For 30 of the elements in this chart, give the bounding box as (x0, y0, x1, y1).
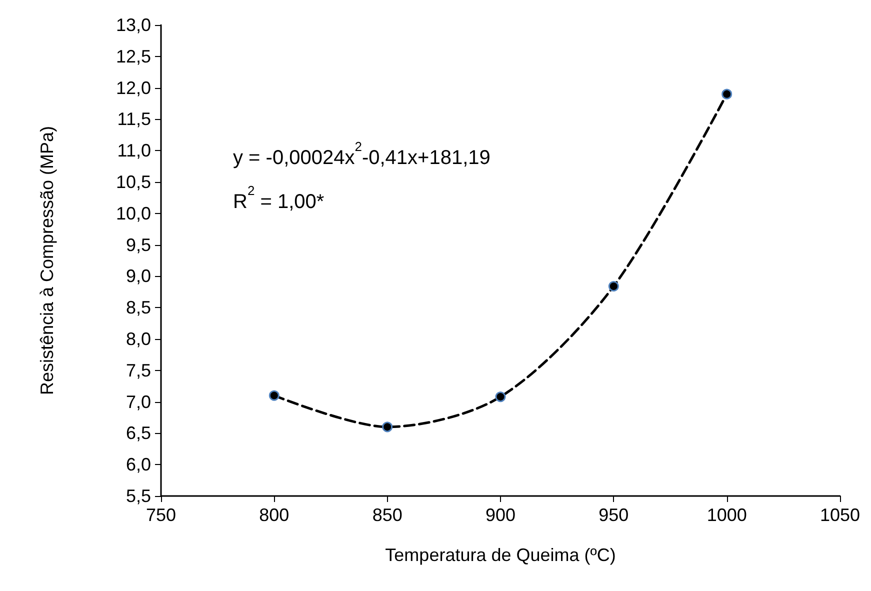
x-tick-label: 800 (259, 505, 290, 525)
y-tick-label: 7,5 (126, 360, 151, 380)
y-tick-label: 9,5 (126, 234, 151, 255)
point (495, 392, 506, 402)
y-tick-label: 10,0 (116, 203, 151, 224)
y-tick-label: 11,5 (117, 109, 151, 130)
point (608, 281, 619, 292)
point (722, 88, 732, 100)
y-tick-label: 10,5 (116, 172, 151, 192)
x-tick-label: 850 (372, 505, 402, 525)
x-axis-title: Temperatura de Queima (ºC) (385, 545, 616, 565)
y-tick-label: 6,5 (126, 423, 151, 444)
y-tick-label: 12,5 (116, 46, 151, 66)
point (268, 390, 280, 401)
x-tick-label: 750 (146, 505, 176, 525)
y-tick-label: 5,5 (126, 486, 151, 506)
y-tick-label: 8,0 (126, 329, 151, 349)
x-tick-label: 900 (485, 505, 516, 525)
point (382, 422, 393, 432)
y-axis-title: Resistência à Compressão (MPa) (37, 126, 57, 396)
y-tick-label: 11,0 (117, 140, 151, 161)
y-tick-label: 13,0 (116, 15, 151, 35)
y-tick-label: 12,0 (116, 78, 151, 98)
x-tick-label: 1000 (706, 505, 747, 525)
y-tick-label: 9,0 (126, 266, 151, 286)
y-tick-label: 8,5 (126, 298, 151, 318)
y-tick-label: 6,0 (126, 454, 151, 475)
y-tick-label: 7,0 (126, 392, 151, 412)
x-tick-label: 1050 (820, 505, 860, 525)
x-tick-label: 950 (598, 505, 629, 525)
